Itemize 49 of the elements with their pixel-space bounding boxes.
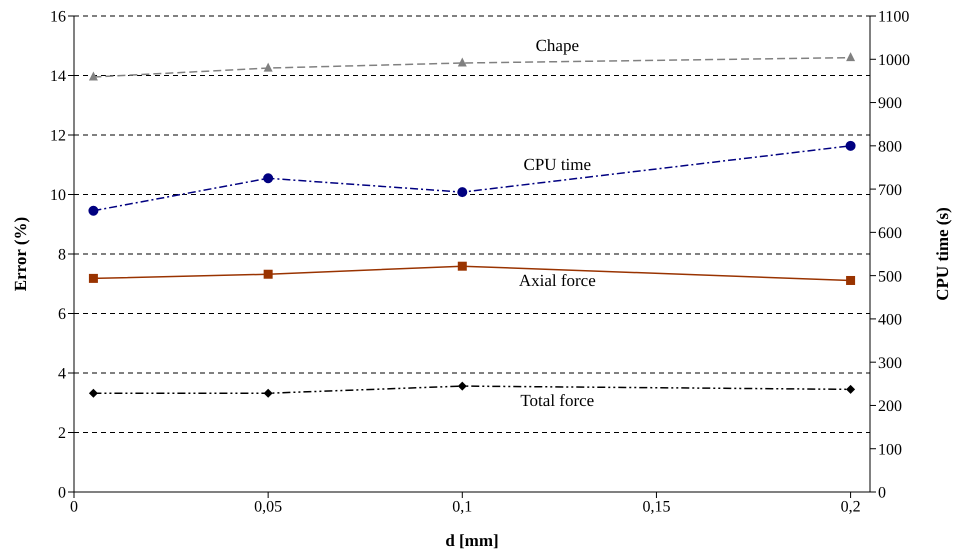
y-axis-title: Error (%) <box>11 216 30 292</box>
series-label: CPU time <box>524 155 592 174</box>
x-tick-label: 0,2 <box>840 498 861 516</box>
series-label: Axial force <box>518 271 596 290</box>
y2-tick-label: 100 <box>878 441 902 458</box>
y2-tick-label: 900 <box>878 95 902 112</box>
y2-axis-title: CPU time (s) <box>933 207 952 301</box>
y-tick-label: 6 <box>58 306 66 324</box>
x-tick-label: 0 <box>70 498 78 516</box>
point <box>458 382 467 391</box>
point <box>264 62 273 72</box>
y-tick-label: 8 <box>58 246 66 264</box>
point <box>458 58 467 67</box>
x-tick-label: 0,05 <box>254 498 282 516</box>
x-axis-title: d [mm] <box>445 531 499 550</box>
point <box>264 388 273 398</box>
y-tick-label: 2 <box>58 425 66 442</box>
y2-tick-label: 400 <box>878 312 902 329</box>
y2-tick-label: 200 <box>878 398 902 416</box>
y-tick-label: 0 <box>58 484 66 502</box>
point <box>263 173 274 184</box>
series-label: Total force <box>520 391 594 410</box>
y-tick-label: 4 <box>58 366 66 383</box>
y-tick-label: 14 <box>50 68 66 86</box>
y2-tick-label: 1100 <box>878 8 910 26</box>
y-tick-label: 10 <box>50 187 66 204</box>
y2-tick-label: 1000 <box>878 52 910 69</box>
point <box>846 52 856 62</box>
x-tick-label: 0,15 <box>642 498 670 516</box>
y2-tick-label: 700 <box>878 182 902 199</box>
point <box>88 388 98 398</box>
y-tick-label: 12 <box>50 128 66 145</box>
point <box>457 187 468 198</box>
y2-tick-label: 300 <box>878 354 902 372</box>
x-tick-label: 0,1 <box>452 498 472 516</box>
y2-tick-label: 800 <box>878 138 902 156</box>
y2-tick-label: 600 <box>878 225 902 242</box>
point <box>88 71 98 80</box>
series-label: Chape <box>536 36 580 56</box>
y2-tick-label: 500 <box>878 268 902 286</box>
y-tick-label: 16 <box>50 8 66 26</box>
point <box>846 276 856 285</box>
point <box>88 206 98 216</box>
point <box>458 262 467 271</box>
point <box>88 274 98 283</box>
point <box>846 140 856 151</box>
point <box>264 270 273 279</box>
y2-tick-label: 0 <box>878 484 886 502</box>
point <box>846 384 856 394</box>
